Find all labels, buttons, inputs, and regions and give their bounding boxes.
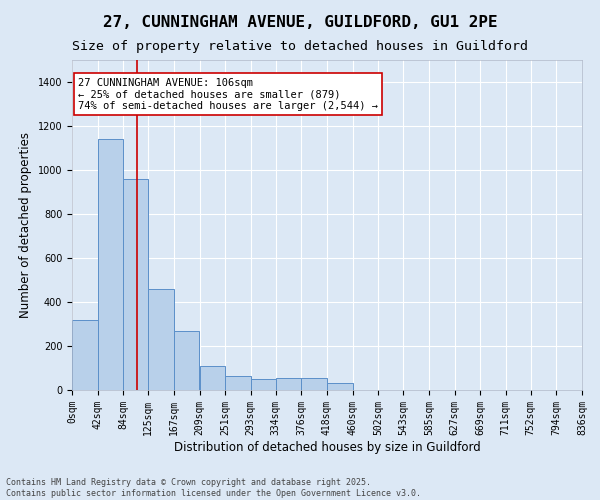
Text: 27 CUNNINGHAM AVENUE: 106sqm
← 25% of detached houses are smaller (879)
74% of s: 27 CUNNINGHAM AVENUE: 106sqm ← 25% of de… (78, 78, 378, 111)
Bar (251, 379, 276, 390)
Bar (98, 139, 123, 390)
Y-axis label: Number of detached properties: Number of detached properties (19, 132, 32, 318)
Text: Contains HM Land Registry data © Crown copyright and database right 2025.
Contai: Contains HM Land Registry data © Crown c… (6, 478, 421, 498)
Bar (301, 378, 327, 390)
Text: Size of property relative to detached houses in Guildford: Size of property relative to detached ho… (72, 40, 528, 53)
Bar (148, 289, 174, 390)
X-axis label: Distribution of detached houses by size in Guildford: Distribution of detached houses by size … (173, 440, 481, 454)
Bar (327, 384, 353, 390)
Text: 27, CUNNINGHAM AVENUE, GUILDFORD, GU1 2PE: 27, CUNNINGHAM AVENUE, GUILDFORD, GU1 2P… (103, 15, 497, 30)
Bar (72, 320, 98, 390)
Bar (123, 179, 148, 390)
Bar (276, 378, 301, 390)
Bar (225, 376, 251, 390)
Bar (174, 330, 199, 390)
Bar (199, 366, 225, 390)
